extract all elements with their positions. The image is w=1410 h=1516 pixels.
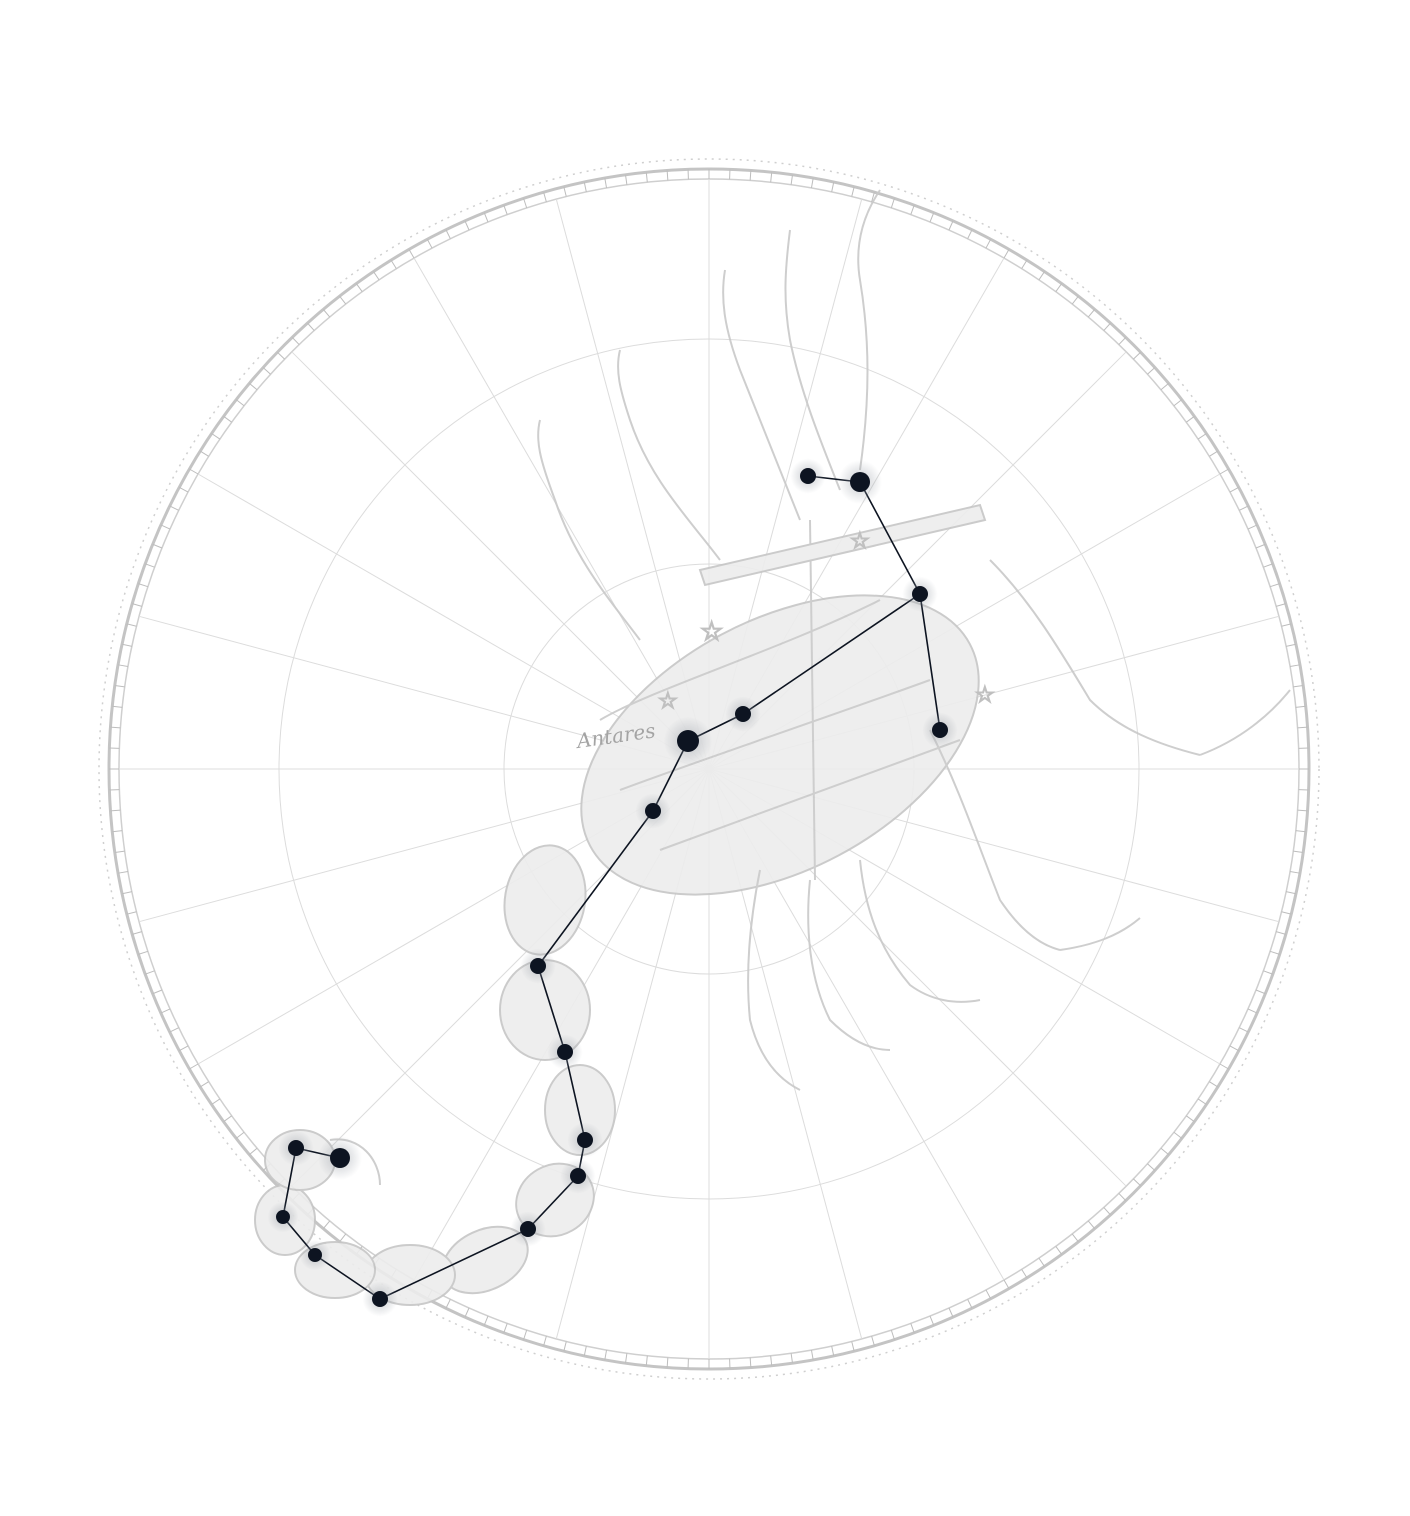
star-eta bbox=[570, 1168, 586, 1184]
frame-ticks bbox=[109, 169, 1309, 1369]
svg-text:☆: ☆ bbox=[850, 529, 870, 554]
star-claw-a bbox=[800, 468, 816, 484]
star-tau bbox=[645, 803, 661, 819]
svg-text:☆: ☆ bbox=[975, 683, 995, 708]
star-upsilon bbox=[276, 1210, 290, 1224]
asterism-line-tau-epsilon bbox=[537, 810, 654, 967]
svg-text:☆: ☆ bbox=[658, 689, 678, 714]
star-iota bbox=[372, 1291, 388, 1307]
asterism-line-theta-iota bbox=[379, 1228, 529, 1300]
svg-text:☆: ☆ bbox=[700, 617, 723, 647]
star-kappa bbox=[308, 1248, 322, 1262]
star-antares bbox=[677, 730, 699, 752]
star-claw-b bbox=[850, 472, 870, 492]
star-zeta bbox=[577, 1132, 593, 1148]
star-right-arm bbox=[932, 722, 948, 738]
star-epsilon bbox=[530, 958, 546, 974]
star-shaula bbox=[330, 1148, 350, 1168]
asterism-line-shoulder-sigma bbox=[742, 593, 921, 715]
star-lambda bbox=[288, 1140, 304, 1156]
star-theta bbox=[520, 1221, 536, 1237]
star-shoulder bbox=[912, 586, 928, 602]
star-mu bbox=[557, 1044, 573, 1060]
asterism-stars bbox=[267, 458, 958, 1317]
asterism-line-shoulder-right-arm bbox=[919, 593, 941, 731]
star-sigma bbox=[735, 706, 751, 722]
